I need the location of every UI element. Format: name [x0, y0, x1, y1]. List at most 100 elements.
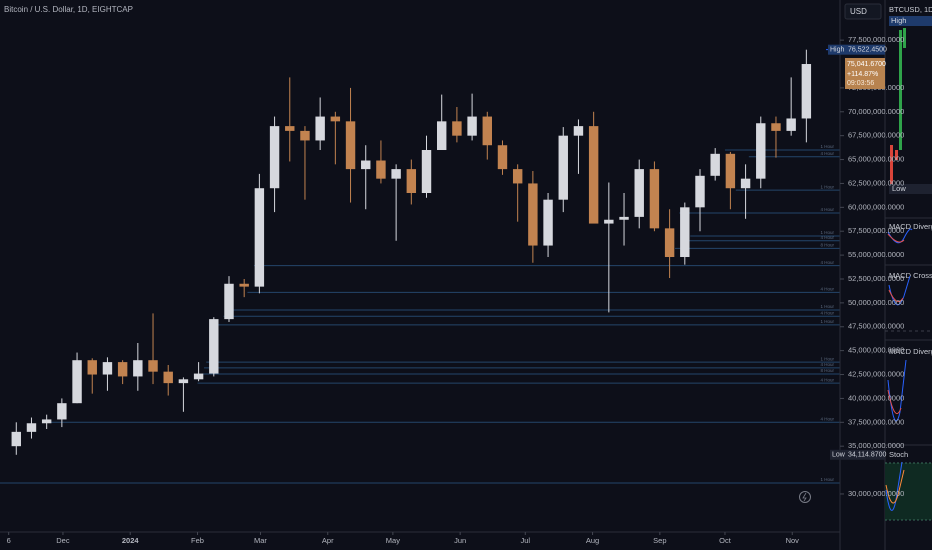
- candle-body: [558, 135, 568, 200]
- candle-body: [649, 169, 660, 229]
- candle-body: [376, 160, 386, 179]
- level-label: 4 Hour: [820, 151, 834, 156]
- candle-body: [300, 130, 310, 141]
- candle-body: [786, 118, 796, 131]
- indicator-line: [887, 233, 905, 243]
- indicator-line: [888, 289, 904, 303]
- candle-body: [406, 169, 417, 193]
- side-high: High: [891, 16, 906, 25]
- side-symbol: BTCUSD, 1D, EIG: [889, 5, 932, 14]
- side-candle: [890, 145, 893, 185]
- level-label: 4 Hour: [820, 310, 834, 315]
- level-label: 8 Hour: [820, 243, 834, 248]
- candle-body: [588, 126, 599, 224]
- currency-label: USD: [850, 7, 867, 16]
- x-tick-label: 6: [7, 536, 11, 545]
- level-label: 4 Hour: [820, 377, 834, 382]
- candle-body: [467, 116, 477, 136]
- low-value: 34,114.8700: [848, 452, 887, 459]
- candle-body: [269, 126, 280, 189]
- candle-body: [72, 360, 82, 404]
- x-tick-label: 2024: [122, 536, 140, 545]
- candle-body: [391, 169, 401, 179]
- x-tick-label: Sep: [653, 536, 666, 545]
- candle-body: [178, 379, 189, 384]
- candle-body: [695, 175, 705, 208]
- candle-body: [801, 64, 812, 119]
- side-candle: [903, 28, 906, 48]
- y-tick-label: 55,000,000.0000: [848, 250, 904, 259]
- y-tick-label: 77,500,000.0000: [848, 35, 904, 44]
- low-tag-bg: [830, 449, 846, 460]
- candle-body: [482, 116, 492, 146]
- countdown: 09:03:56: [847, 80, 874, 87]
- side-panel: BTCUSD, 1D, EIG High Low MACD Divergenc …: [885, 5, 932, 521]
- candle-body: [756, 123, 766, 179]
- level-label: 1 Hour: [820, 184, 834, 189]
- indicator-label: MACD Divergenc: [889, 347, 932, 356]
- candle-body: [239, 283, 249, 287]
- last-price: 75,041.6700: [847, 61, 886, 68]
- candle-body: [133, 360, 143, 377]
- level-label: 1 Hour: [820, 304, 834, 309]
- candle-body: [193, 373, 204, 380]
- candle-body: [528, 183, 538, 246]
- indicator-label: Stoch: [889, 450, 908, 459]
- candle-body: [361, 160, 371, 170]
- replay-icon-bolt: [802, 492, 807, 502]
- x-tick-label: May: [386, 536, 400, 545]
- y-tick-label: 50,000,000.0000: [848, 298, 904, 307]
- x-tick-label: Dec: [56, 536, 70, 545]
- chart-title: Bitcoin / U.S. Dollar, 1D, EIGHTCAP: [4, 5, 133, 14]
- high-tag-bg: [828, 44, 846, 55]
- level-label: 1 Hour: [820, 319, 834, 324]
- candle-body: [163, 371, 173, 384]
- y-tick-label: 67,500,000.0000: [848, 131, 904, 140]
- candle-body: [209, 319, 219, 374]
- candle-body: [604, 219, 614, 224]
- x-tick-label: Jul: [520, 536, 530, 545]
- candle-body: [57, 403, 67, 420]
- high-tag: High: [830, 47, 845, 54]
- high-value-bg: [846, 44, 885, 55]
- replay-icon[interactable]: [799, 491, 811, 503]
- level-label: 1 Hour: [820, 144, 834, 149]
- candle-body: [664, 228, 675, 258]
- low-tag: Low: [832, 452, 846, 459]
- indicator-line: [887, 389, 902, 414]
- indicator-label: MACD Crossover: [889, 271, 932, 280]
- y-tick-label: 40,000,000.0000: [848, 393, 904, 402]
- candle-body: [224, 283, 234, 320]
- y-tick-label: 60,000,000.0000: [848, 202, 904, 211]
- candle-body: [117, 362, 128, 377]
- level-label: 4 Hour: [820, 235, 834, 240]
- y-tick-label: 70,000,000.0000: [848, 107, 904, 116]
- level-label: 1 Hour: [820, 477, 834, 482]
- y-tick-label: 45,000,000.0000: [848, 346, 904, 355]
- x-tick-label: Oct: [719, 536, 732, 545]
- y-tick-label: 42,500,000.0000: [848, 370, 904, 379]
- currency-button[interactable]: [844, 3, 882, 20]
- low-value-bg: [846, 449, 885, 460]
- y-tick-label: 57,500,000.0000: [848, 226, 904, 235]
- indicator-label: MACD Divergenc: [889, 222, 932, 231]
- candle-body: [740, 178, 751, 189]
- high-value: 76,522.4500: [848, 47, 887, 54]
- y-tick-label: 35,000,000.0000: [848, 441, 904, 450]
- candle-body: [345, 121, 356, 170]
- last-price-bg: [845, 58, 885, 90]
- level-label: 4 Hour: [820, 287, 834, 292]
- level-label: 4 Hour: [820, 416, 834, 421]
- candle-body: [436, 121, 447, 151]
- x-tick-label: Jun: [454, 536, 466, 545]
- level-label: 1 Hour: [820, 356, 834, 361]
- y-tick-label: 62,500,000.0000: [848, 178, 904, 187]
- last-change: +114.87%: [847, 71, 878, 78]
- candle-body: [254, 188, 265, 287]
- x-tick-label: Nov: [786, 536, 800, 545]
- candle-body: [148, 360, 158, 372]
- candle-body: [725, 153, 736, 189]
